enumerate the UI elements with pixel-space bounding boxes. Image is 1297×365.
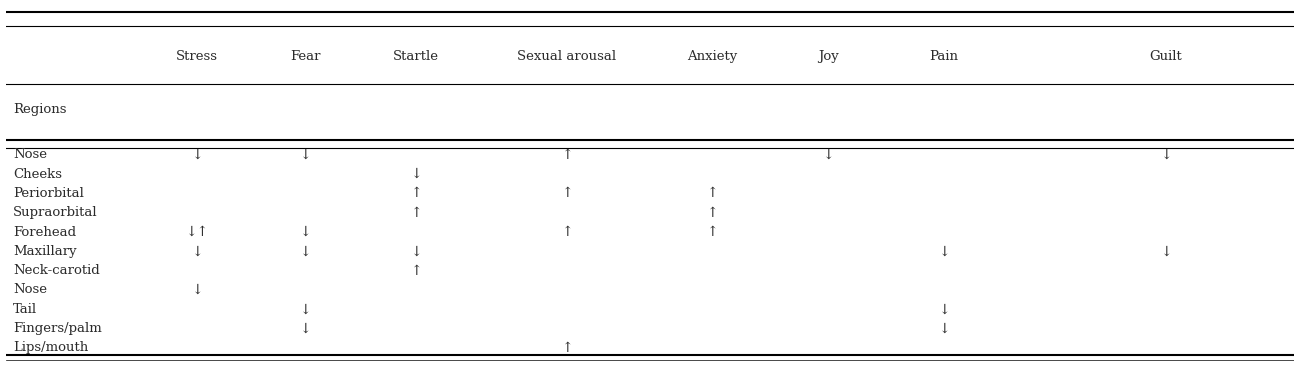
Text: ↑: ↑ [410,187,422,200]
Text: ↓: ↓ [300,244,311,258]
Text: Lips/mouth: Lips/mouth [13,341,88,354]
Text: Startle: Startle [393,50,440,64]
Text: Nose: Nose [13,148,47,161]
Text: ↓: ↓ [1160,148,1171,162]
Text: Nose: Nose [13,284,47,296]
Text: ↓: ↓ [191,244,202,258]
Text: Fear: Fear [291,50,320,64]
Text: Stress: Stress [176,50,218,64]
Text: ↓: ↓ [938,244,949,258]
Text: Cheeks: Cheeks [13,168,62,181]
Text: ↓: ↓ [300,322,311,336]
Text: Pain: Pain [930,50,958,64]
Text: Guilt: Guilt [1149,50,1182,64]
Text: ↓: ↓ [300,302,311,316]
Text: ↓: ↓ [300,225,311,239]
Text: Forehead: Forehead [13,226,77,239]
Text: ↓↑: ↓↑ [185,225,209,239]
Text: ↓: ↓ [410,167,422,181]
Text: Sexual arousal: Sexual arousal [518,50,616,64]
Text: ↑: ↑ [707,225,719,239]
Text: ↓: ↓ [191,283,202,297]
Text: Maxillary: Maxillary [13,245,77,258]
Text: Supraorbital: Supraorbital [13,206,97,219]
Text: ↑: ↑ [560,148,572,162]
Text: Neck-carotid: Neck-carotid [13,264,100,277]
Text: ↑: ↑ [707,187,719,200]
Text: Periorbital: Periorbital [13,187,84,200]
Text: ↑: ↑ [707,206,719,220]
Text: ↓: ↓ [191,148,202,162]
Text: Regions: Regions [13,103,66,116]
Text: ↑: ↑ [410,264,422,278]
Text: Fingers/palm: Fingers/palm [13,322,101,335]
Text: Joy: Joy [818,50,839,64]
Text: ↑: ↑ [560,341,572,355]
Text: ↓: ↓ [300,148,311,162]
Text: ↓: ↓ [938,302,949,316]
Text: ↓: ↓ [938,322,949,336]
Text: ↓: ↓ [410,244,422,258]
Text: ↑: ↑ [410,206,422,220]
Text: Tail: Tail [13,303,38,316]
Text: ↑: ↑ [560,225,572,239]
Text: Anxiety: Anxiety [687,50,738,64]
Text: ↑: ↑ [560,187,572,200]
Text: ↓: ↓ [1160,244,1171,258]
Text: ↓: ↓ [822,148,834,162]
